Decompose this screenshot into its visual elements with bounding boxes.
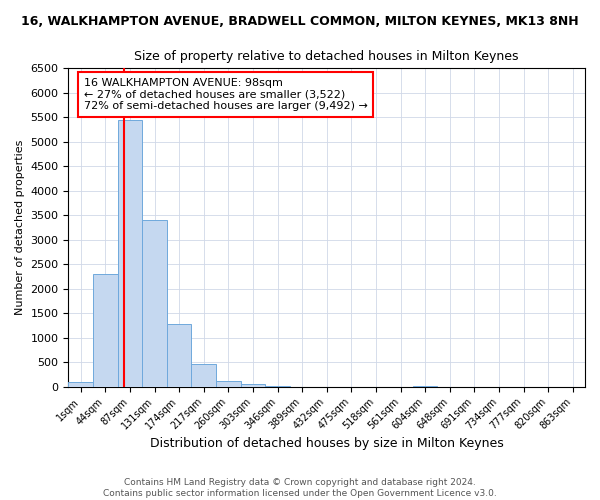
Bar <box>118 120 142 386</box>
Bar <box>68 382 93 386</box>
Bar <box>241 384 265 386</box>
Bar <box>142 220 167 386</box>
X-axis label: Distribution of detached houses by size in Milton Keynes: Distribution of detached houses by size … <box>150 437 503 450</box>
Title: Size of property relative to detached houses in Milton Keynes: Size of property relative to detached ho… <box>134 50 519 63</box>
Text: Contains HM Land Registry data © Crown copyright and database right 2024.
Contai: Contains HM Land Registry data © Crown c… <box>103 478 497 498</box>
Text: 16, WALKHAMPTON AVENUE, BRADWELL COMMON, MILTON KEYNES, MK13 8NH: 16, WALKHAMPTON AVENUE, BRADWELL COMMON,… <box>21 15 579 28</box>
Text: 16 WALKHAMPTON AVENUE: 98sqm
← 27% of detached houses are smaller (3,522)
72% of: 16 WALKHAMPTON AVENUE: 98sqm ← 27% of de… <box>84 78 368 111</box>
Bar <box>93 274 118 386</box>
Y-axis label: Number of detached properties: Number of detached properties <box>15 140 25 315</box>
Bar <box>216 381 241 386</box>
Bar <box>191 364 216 386</box>
Bar <box>167 324 191 386</box>
